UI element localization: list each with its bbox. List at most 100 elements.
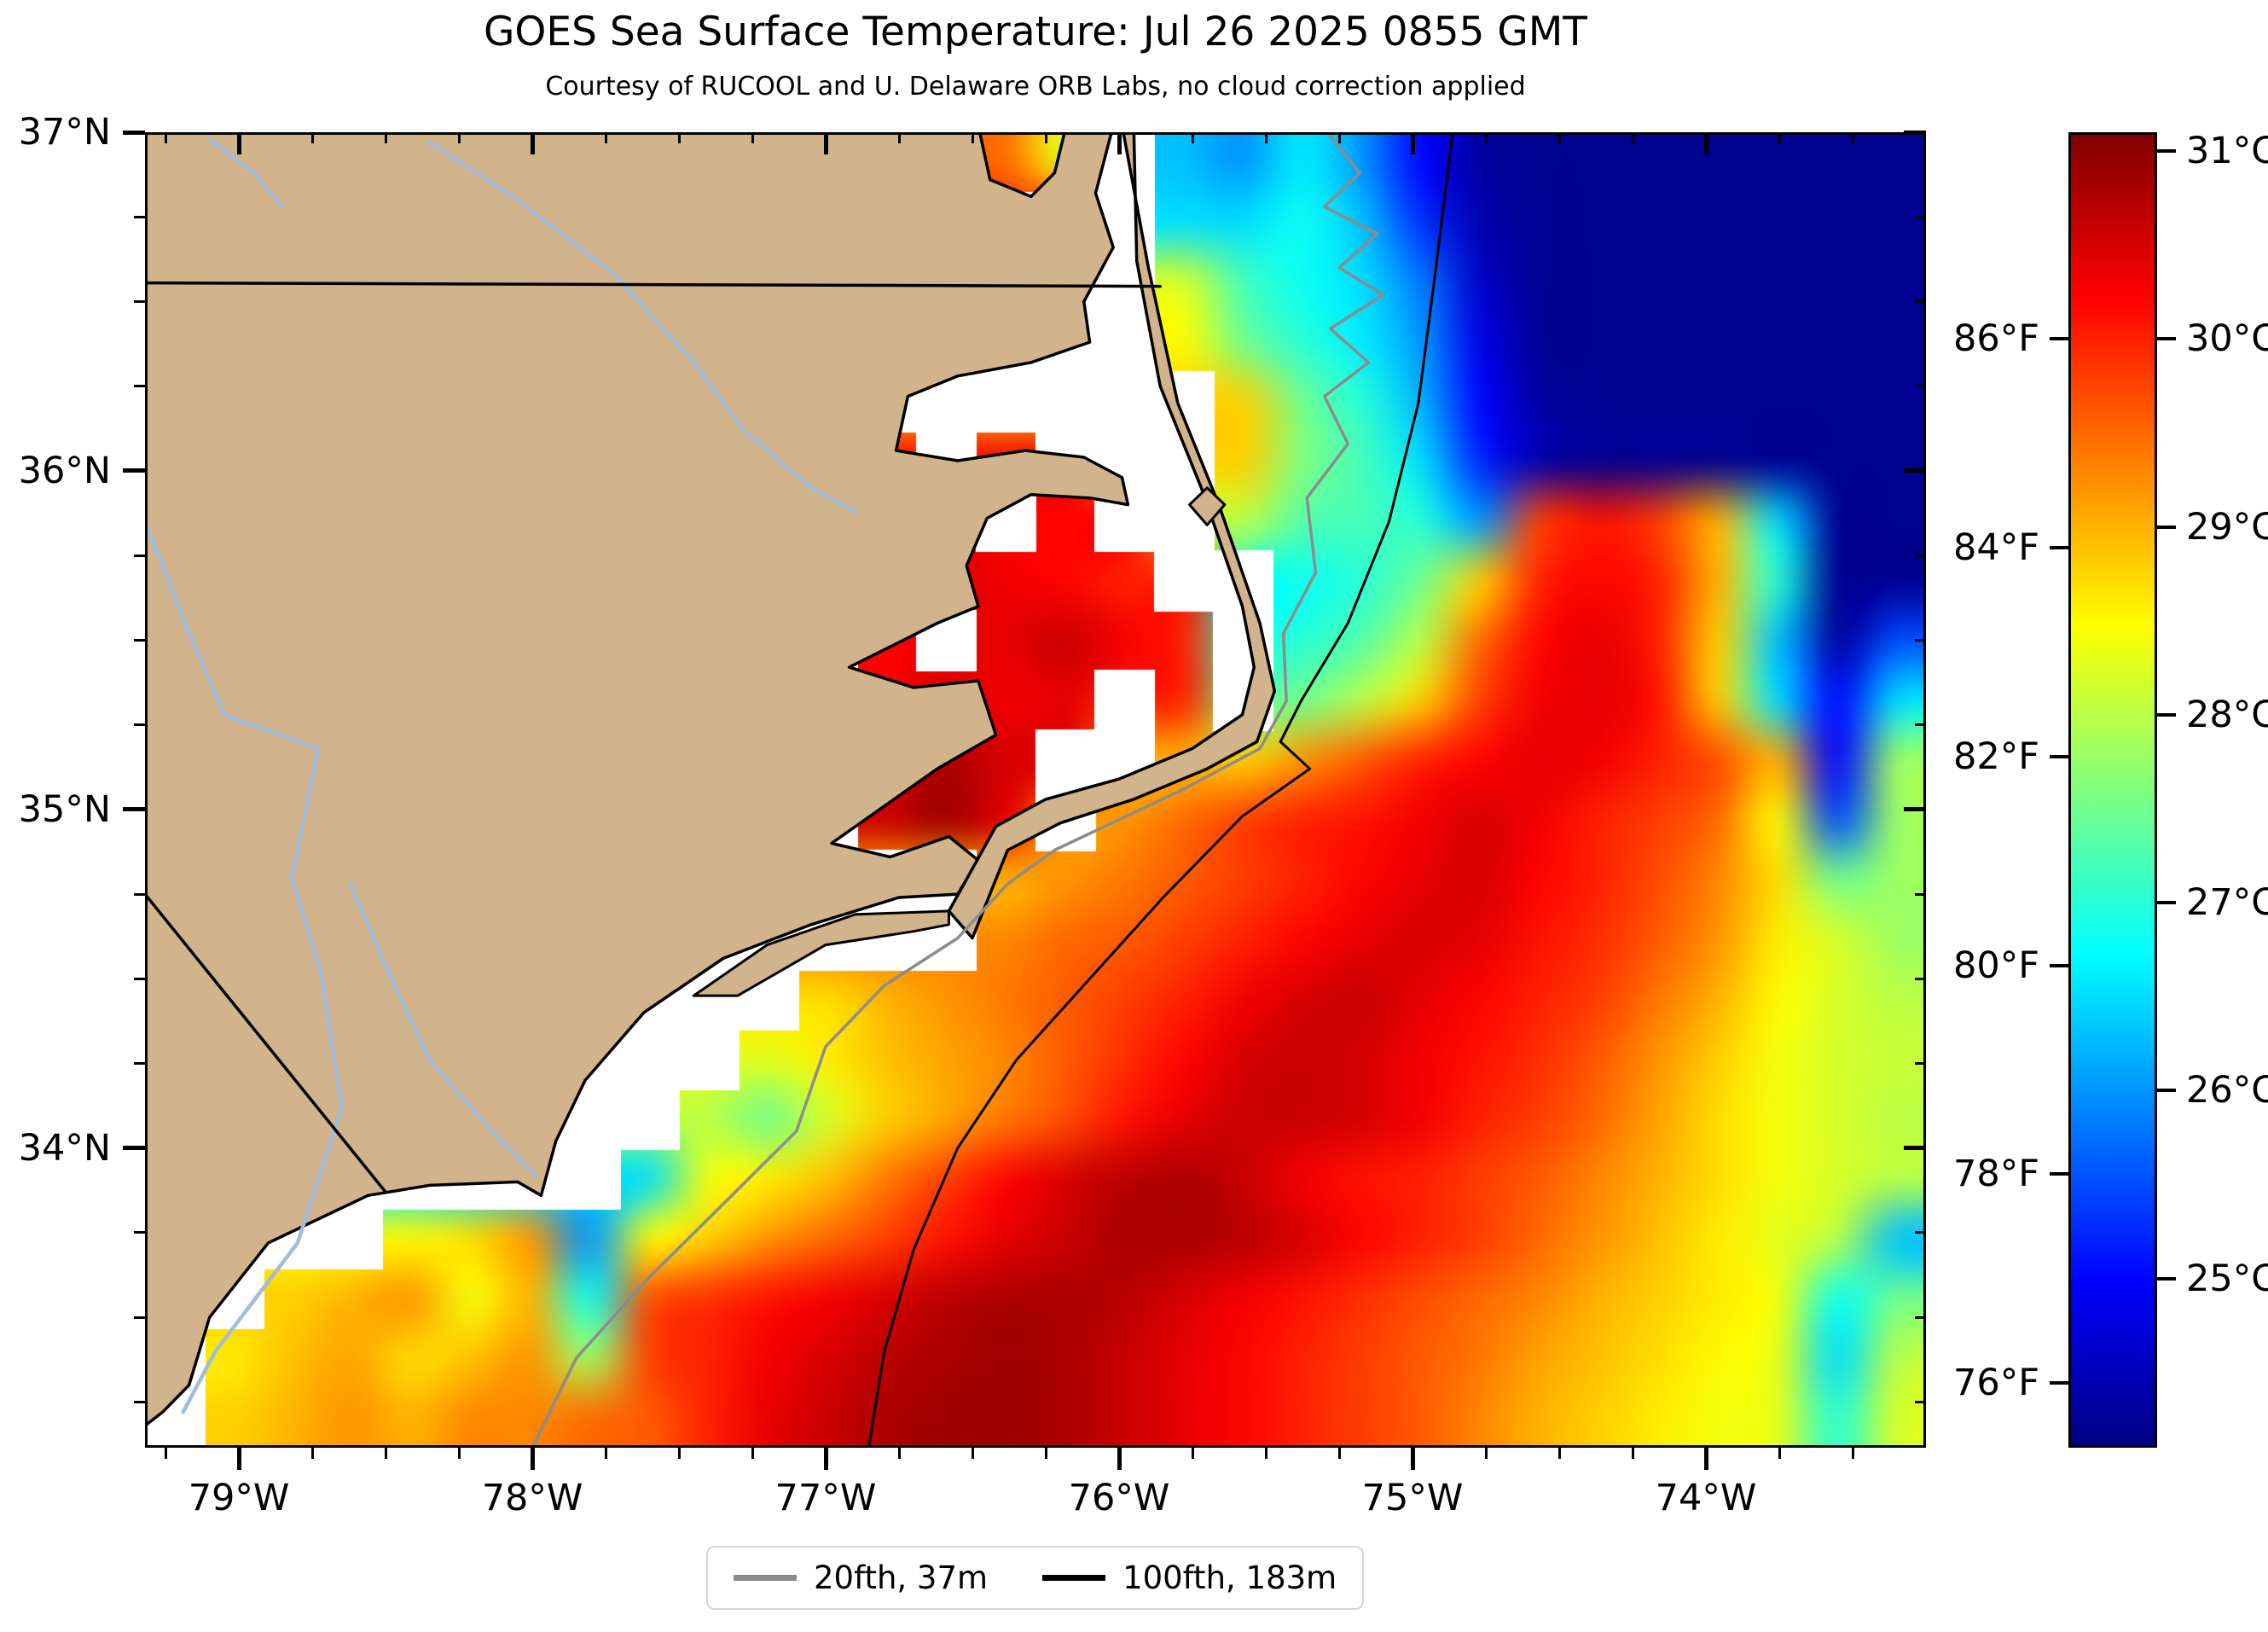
colorbar-tick-fahrenheit — [2050, 1172, 2068, 1176]
x-minor-tick-top — [1778, 132, 1781, 143]
colorbar — [2068, 132, 2157, 1448]
y-minor-tick — [134, 554, 145, 557]
x-minor-tick-top — [1337, 132, 1341, 143]
y-minor-tick — [134, 1231, 145, 1234]
y-minor-tick — [134, 1400, 145, 1403]
figure-title: GOES Sea Surface Temperature: Jul 26 202… — [483, 9, 1588, 55]
colorbar-label-fahrenheit: 84°F — [1953, 526, 2039, 570]
x-major-tick-top — [1117, 132, 1122, 154]
y-major-tick — [123, 807, 145, 812]
barrier-island — [692, 909, 950, 997]
colorbar-tick-celsius — [2157, 1089, 2176, 1093]
x-minor-tick-top — [1044, 132, 1047, 143]
x-tick-label: 77°W — [774, 1477, 877, 1519]
state-boundary-line — [145, 281, 1162, 288]
colorbar-tick-celsius — [2157, 525, 2176, 529]
x-major-tick-top — [823, 132, 828, 154]
x-minor-tick — [310, 1448, 314, 1459]
x-minor-tick-top — [971, 132, 974, 143]
x-minor-tick — [751, 1448, 754, 1459]
x-major-tick — [1703, 1448, 1708, 1470]
x-minor-tick — [604, 1448, 607, 1459]
x-minor-tick-top — [457, 132, 461, 143]
y-minor-tick-right — [1915, 977, 1926, 980]
x-minor-tick-top — [897, 132, 901, 143]
colorbar-label-fahrenheit: 86°F — [1953, 317, 2039, 361]
colorbar-label-celsius: 29°C — [2186, 505, 2268, 549]
x-major-tick-top — [1410, 132, 1415, 154]
colorbar-label-celsius: 31°C — [2186, 130, 2268, 173]
x-major-tick-top — [530, 132, 535, 154]
y-minor-tick-right — [1915, 1062, 1926, 1065]
x-minor-tick-top — [751, 132, 754, 143]
colorbar-tick-fahrenheit — [2050, 1381, 2068, 1385]
colorbar-tick-celsius — [2157, 149, 2176, 154]
x-minor-tick-top — [677, 132, 681, 143]
colorbar-tick-celsius — [2157, 712, 2176, 717]
y-minor-tick — [134, 1062, 145, 1065]
y-minor-tick-right — [1915, 299, 1926, 303]
colorbar-tick-fahrenheit — [2050, 546, 2068, 550]
y-minor-tick — [134, 1315, 145, 1319]
x-minor-tick-top — [1631, 132, 1634, 143]
y-minor-tick — [134, 638, 145, 642]
y-tick-label: 37°N — [18, 111, 111, 154]
colorbar-label-fahrenheit: 82°F — [1953, 735, 2039, 778]
river-line — [348, 881, 537, 1177]
bathymetry-contour-20fth — [531, 132, 1385, 1448]
x-minor-tick — [457, 1448, 461, 1459]
y-major-tick-right — [1904, 1146, 1926, 1151]
x-major-tick — [236, 1448, 241, 1470]
x-minor-tick-top — [1191, 132, 1194, 143]
legend-label: 20fth, 37m — [814, 1559, 989, 1596]
x-major-tick-top — [236, 132, 241, 154]
legend-line-swatch-gray — [734, 1575, 797, 1581]
x-tick-label: 74°W — [1655, 1477, 1757, 1519]
x-major-tick — [1117, 1448, 1122, 1470]
colorbar-label-celsius: 26°C — [2186, 1069, 2268, 1112]
y-minor-tick-right — [1915, 1400, 1926, 1403]
x-minor-tick — [1264, 1448, 1267, 1459]
y-minor-tick — [134, 892, 145, 896]
x-minor-tick — [897, 1448, 901, 1459]
colorbar-tick-celsius — [2157, 337, 2176, 341]
state-boundary-line — [145, 892, 387, 1194]
y-major-tick — [123, 468, 145, 473]
colorbar-label-celsius: 25°C — [2186, 1257, 2268, 1300]
y-minor-tick-right — [1915, 554, 1926, 557]
bathymetry-contour-100fth — [867, 132, 1454, 1448]
y-minor-tick — [134, 215, 145, 218]
x-major-tick — [1410, 1448, 1415, 1470]
river-line — [145, 520, 344, 1414]
x-minor-tick-top — [310, 132, 314, 143]
x-tick-label: 76°W — [1068, 1477, 1170, 1519]
figure-subtitle: Courtesy of RUCOOL and U. Delaware ORB L… — [545, 72, 1526, 102]
colorbar-label-celsius: 27°C — [2186, 881, 2268, 925]
x-minor-tick — [1191, 1448, 1194, 1459]
x-tick-label: 75°W — [1361, 1477, 1464, 1519]
colorbar-tick-fahrenheit — [2050, 963, 2068, 967]
x-minor-tick — [164, 1448, 167, 1459]
colorbar-label-celsius: 30°C — [2186, 317, 2268, 361]
y-tick-label: 35°N — [18, 787, 111, 831]
x-major-tick — [823, 1448, 828, 1470]
y-major-tick — [123, 130, 145, 135]
x-minor-tick-top — [1851, 132, 1854, 143]
legend-label: 100fth, 183m — [1122, 1559, 1337, 1596]
y-minor-tick-right — [1915, 1231, 1926, 1234]
x-minor-tick-top — [1484, 132, 1488, 143]
x-tick-label: 79°W — [188, 1477, 290, 1519]
colorbar-tick-fahrenheit — [2050, 337, 2068, 341]
y-major-tick-right — [1904, 130, 1926, 135]
legend-item-100fth: 100fth, 183m — [1042, 1559, 1337, 1596]
x-minor-tick-top — [164, 132, 167, 143]
x-minor-tick — [971, 1448, 974, 1459]
x-minor-tick — [1484, 1448, 1488, 1459]
colorbar-label-fahrenheit: 80°F — [1953, 944, 2039, 987]
x-minor-tick — [1557, 1448, 1561, 1459]
legend-line-swatch-black — [1042, 1575, 1106, 1581]
y-tick-label: 34°N — [18, 1126, 111, 1170]
river-line — [427, 140, 857, 514]
y-minor-tick-right — [1915, 892, 1926, 896]
